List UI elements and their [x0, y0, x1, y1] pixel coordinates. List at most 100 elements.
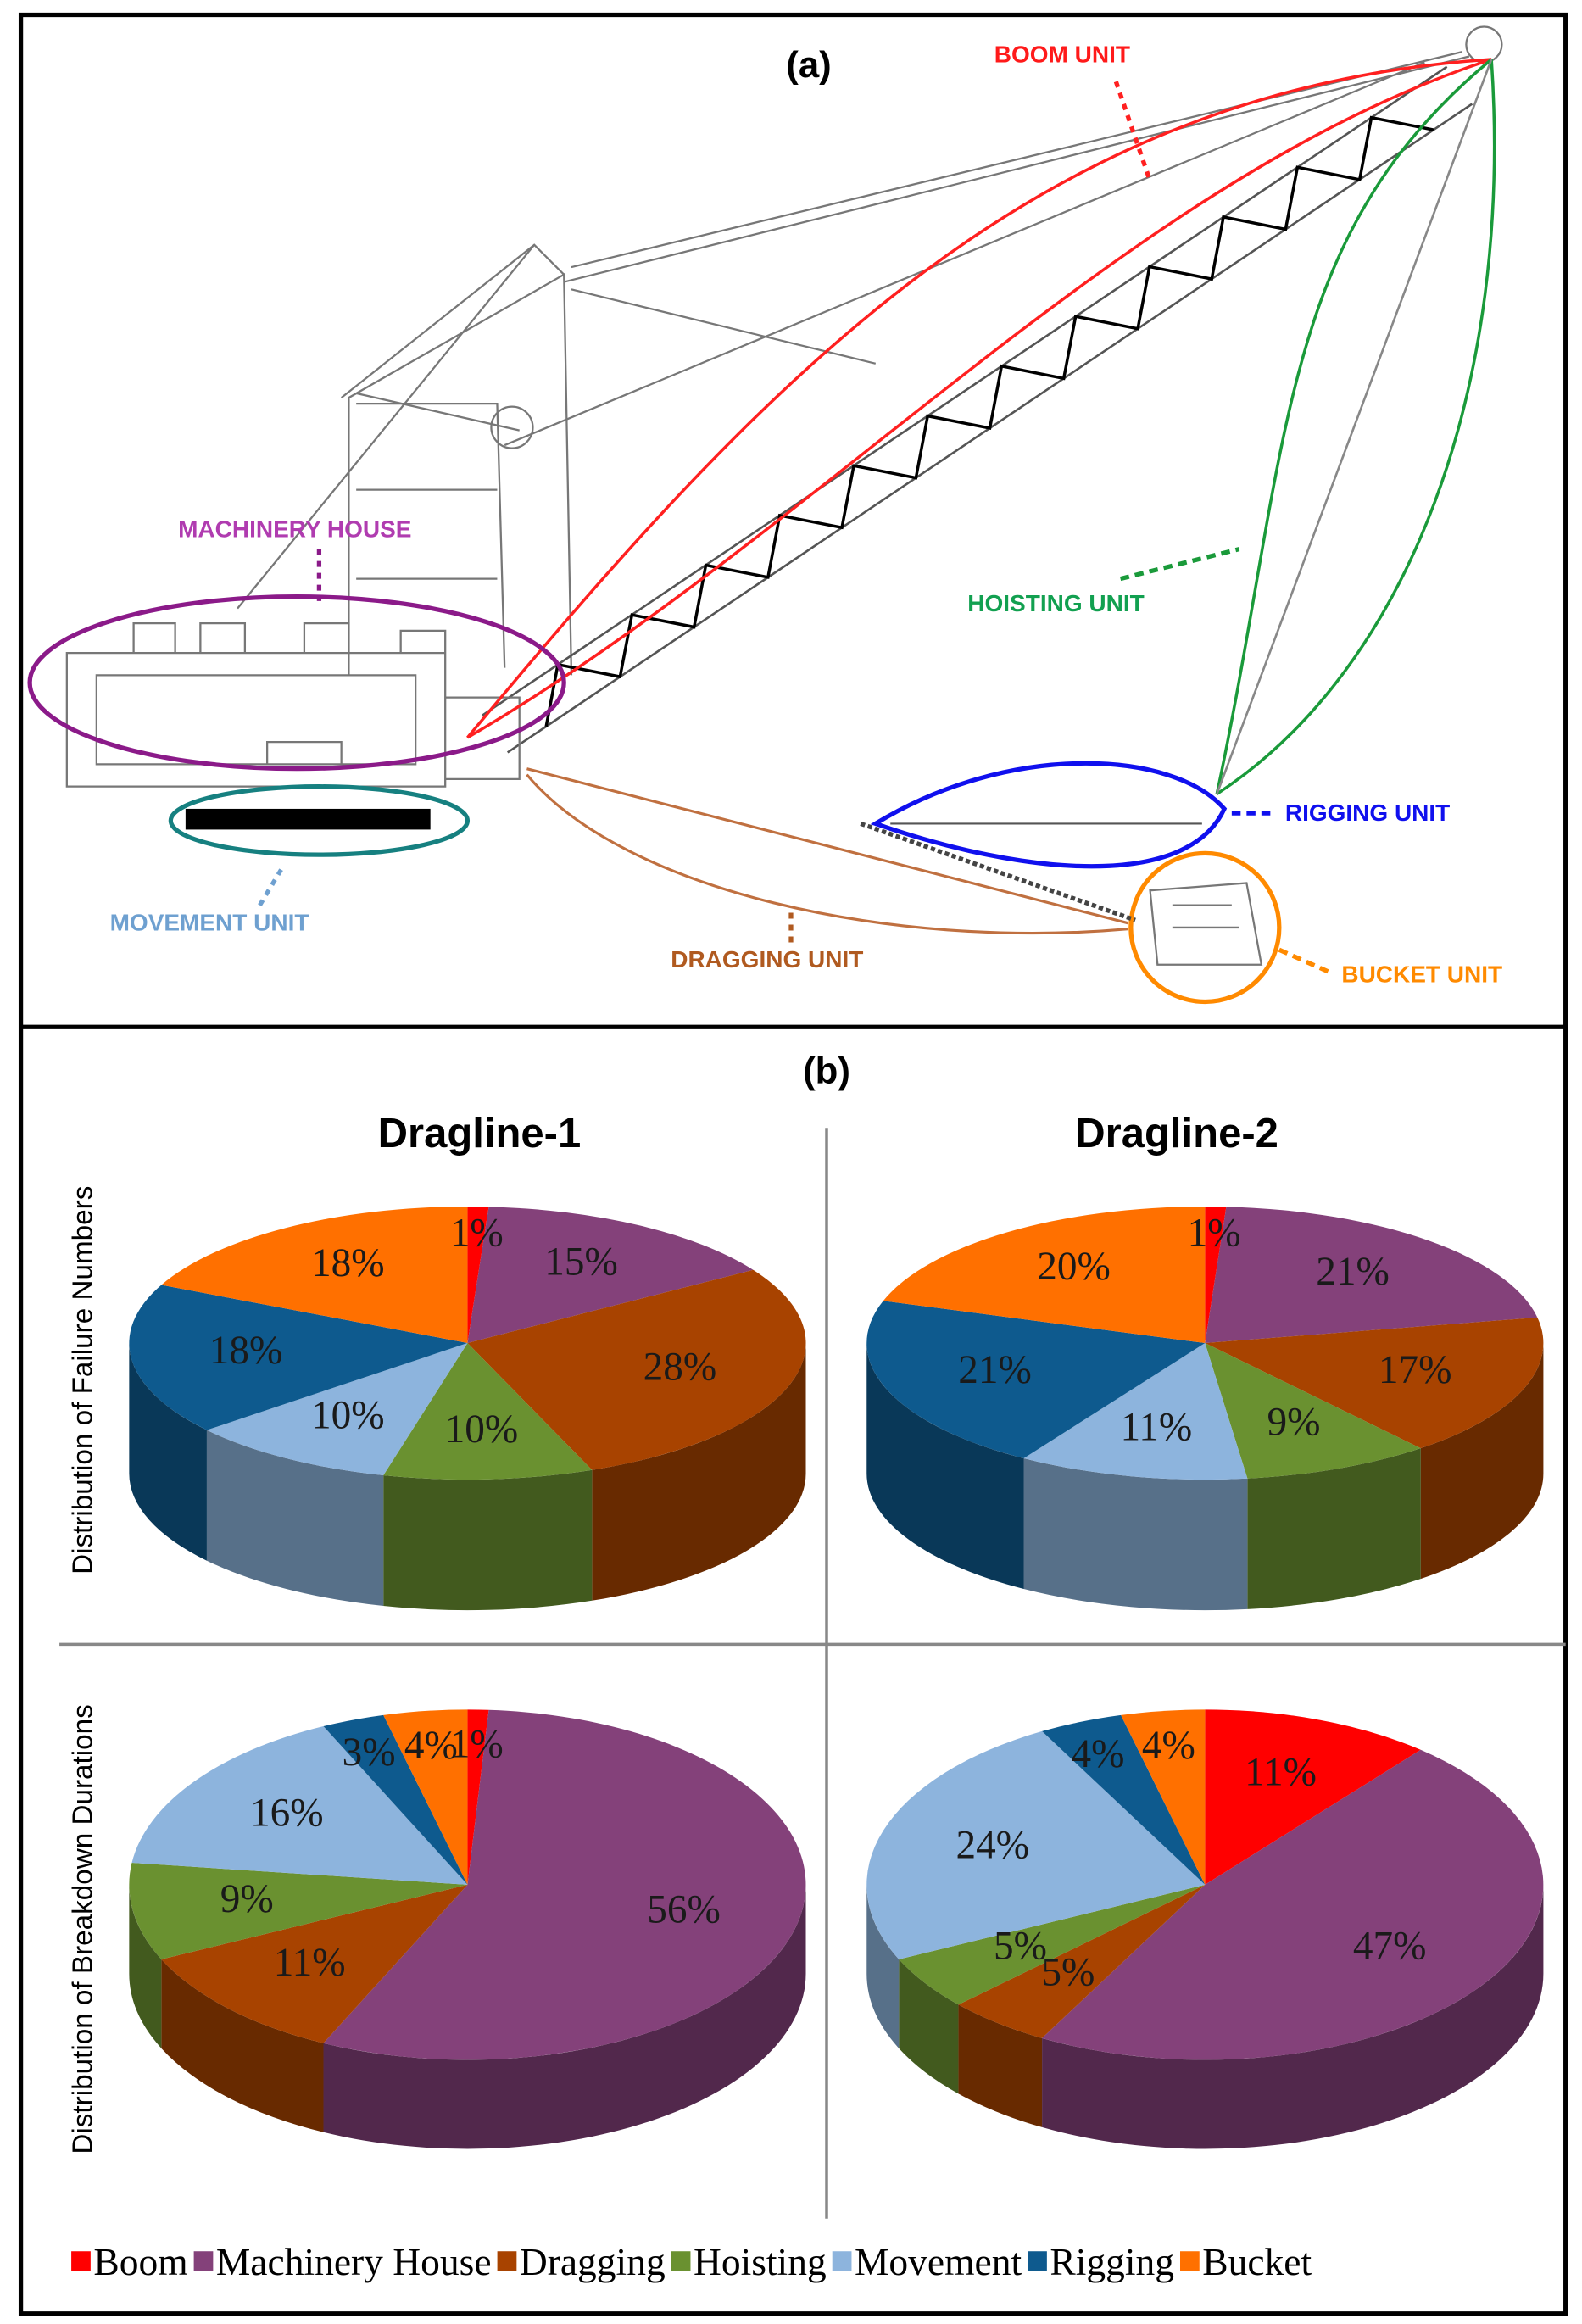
- pie-slice: Machinery House: [1205, 1207, 1538, 1344]
- rigging-outline: [870, 761, 1228, 869]
- data-label: 18%: [311, 1241, 385, 1285]
- chart-title: Dragline-2: [1075, 1111, 1278, 1156]
- data-label: 4%: [1142, 1724, 1195, 1768]
- pie-slice: Boom: [1205, 1207, 1227, 1344]
- tub: [185, 808, 431, 830]
- boom-foot: [445, 696, 521, 781]
- pie-side: [161, 1959, 324, 2132]
- panel-label: (a): [786, 44, 831, 86]
- data-label: 56%: [647, 1888, 721, 1932]
- drag-rope: [526, 767, 1128, 935]
- data-label: 5%: [994, 1924, 1047, 1968]
- unit-label: MOVEMENT UNIT: [110, 909, 309, 935]
- pie-side: [899, 1959, 959, 2094]
- pie-slice: Rigging: [866, 1301, 1206, 1459]
- data-label: 3%: [343, 1730, 396, 1775]
- data-label: 11%: [1120, 1406, 1192, 1450]
- pie-side: [1023, 1458, 1248, 1611]
- unit-label: BUCKET UNIT: [1341, 961, 1502, 988]
- pie-slice: Machinery House: [1042, 1749, 1544, 2060]
- legend-swatch: [832, 2251, 852, 2271]
- data-label: 28%: [643, 1346, 717, 1390]
- unit-label: HOISTING UNIT: [967, 590, 1144, 616]
- leader: [258, 867, 284, 907]
- pie-side: [383, 1469, 593, 1611]
- pie-slice: Bucket: [161, 1207, 468, 1344]
- pie-side: [1042, 1884, 1544, 2149]
- pie-slice: Rigging: [129, 1285, 468, 1430]
- row-label: Distribution of Failure Numbers: [68, 1186, 99, 1574]
- pie-side: [323, 1884, 806, 2149]
- leader: [1113, 81, 1153, 182]
- mast: [237, 243, 573, 676]
- data-label: 10%: [445, 1407, 519, 1452]
- row-label: Distribution of Breakdown Durations: [68, 1704, 99, 2154]
- machinery-house: [65, 621, 447, 788]
- data-label: 11%: [274, 1941, 346, 1985]
- pie-slice: Dragging: [1205, 1317, 1544, 1449]
- pie-slice: Dragging: [161, 1884, 468, 2043]
- dragline-drawing: [27, 25, 1503, 1005]
- legend-swatch: [193, 2251, 214, 2271]
- unit-label: RIGGING UNIT: [1285, 800, 1450, 826]
- panel-label: (b): [803, 1051, 850, 1092]
- drag-chain: [860, 821, 1136, 922]
- pie-slice: Machinery House: [323, 1709, 806, 2060]
- pie-side: [206, 1430, 384, 1607]
- data-label: 20%: [1037, 1245, 1111, 1289]
- data-label: 15%: [544, 1240, 618, 1284]
- data-label: 18%: [209, 1329, 283, 1373]
- pie-slice: Bucket: [883, 1207, 1206, 1344]
- movement-outline: [168, 784, 471, 857]
- machinery-outline: [27, 594, 566, 772]
- data-label: 9%: [220, 1877, 274, 1921]
- sheave: [490, 405, 534, 449]
- legend-swatch: [1180, 2251, 1200, 2271]
- pie-side: [866, 1884, 900, 2048]
- legend-label: Machinery House: [216, 2240, 492, 2283]
- data-label: 9%: [1267, 1400, 1320, 1444]
- data-label: 1%: [1188, 1211, 1241, 1255]
- legend: Boom Machinery House Dragging Hoisting Movem…: [71, 2240, 1312, 2283]
- data-label: 1%: [450, 1211, 504, 1255]
- chart-title: Dragline-1: [378, 1111, 582, 1156]
- legend-label: Dragging: [520, 2240, 666, 2283]
- data-label: 24%: [956, 1824, 1030, 1868]
- pie-slice: Movement: [206, 1343, 468, 1476]
- data-label: 4%: [404, 1724, 458, 1768]
- data-label: 5%: [1041, 1950, 1095, 1994]
- legend-label: Rigging: [1050, 2240, 1174, 2283]
- pie-slice: Boom: [467, 1207, 489, 1344]
- pendant: [355, 51, 1470, 447]
- pie-slice: Movement: [866, 1730, 1206, 1959]
- bucket: [1149, 882, 1263, 966]
- legend-swatch: [71, 2251, 91, 2271]
- pie-side: [129, 1884, 162, 2048]
- hoist-rope: [1216, 59, 1493, 794]
- legend-swatch: [497, 2251, 517, 2271]
- legend-swatch: [671, 2251, 691, 2271]
- pie-slice: Rigging: [1042, 1714, 1206, 1885]
- data-label: 17%: [1379, 1348, 1452, 1392]
- boom-lattice: [544, 115, 1434, 727]
- pie-slice: Hoisting: [899, 1884, 1206, 2005]
- unit-label: DRAGGING UNIT: [671, 946, 863, 973]
- pie-slice: Movement: [1023, 1343, 1248, 1480]
- unit-label: MACHINERY HOUSE: [178, 516, 411, 543]
- legend-label: Boom: [93, 2240, 187, 2283]
- pie-slice: Hoisting: [129, 1863, 468, 1959]
- data-label: 16%: [250, 1792, 324, 1836]
- pie-slice: Bucket: [1121, 1709, 1206, 1885]
- leader: [1119, 547, 1240, 582]
- pie-slice: Boom: [467, 1709, 489, 1885]
- pie-slice: Movement: [131, 1726, 468, 1885]
- pie-side: [958, 2004, 1043, 2127]
- data-label: 10%: [311, 1394, 385, 1438]
- pie-slice: Dragging: [958, 1884, 1206, 2038]
- data-label: 4%: [1071, 1732, 1124, 1776]
